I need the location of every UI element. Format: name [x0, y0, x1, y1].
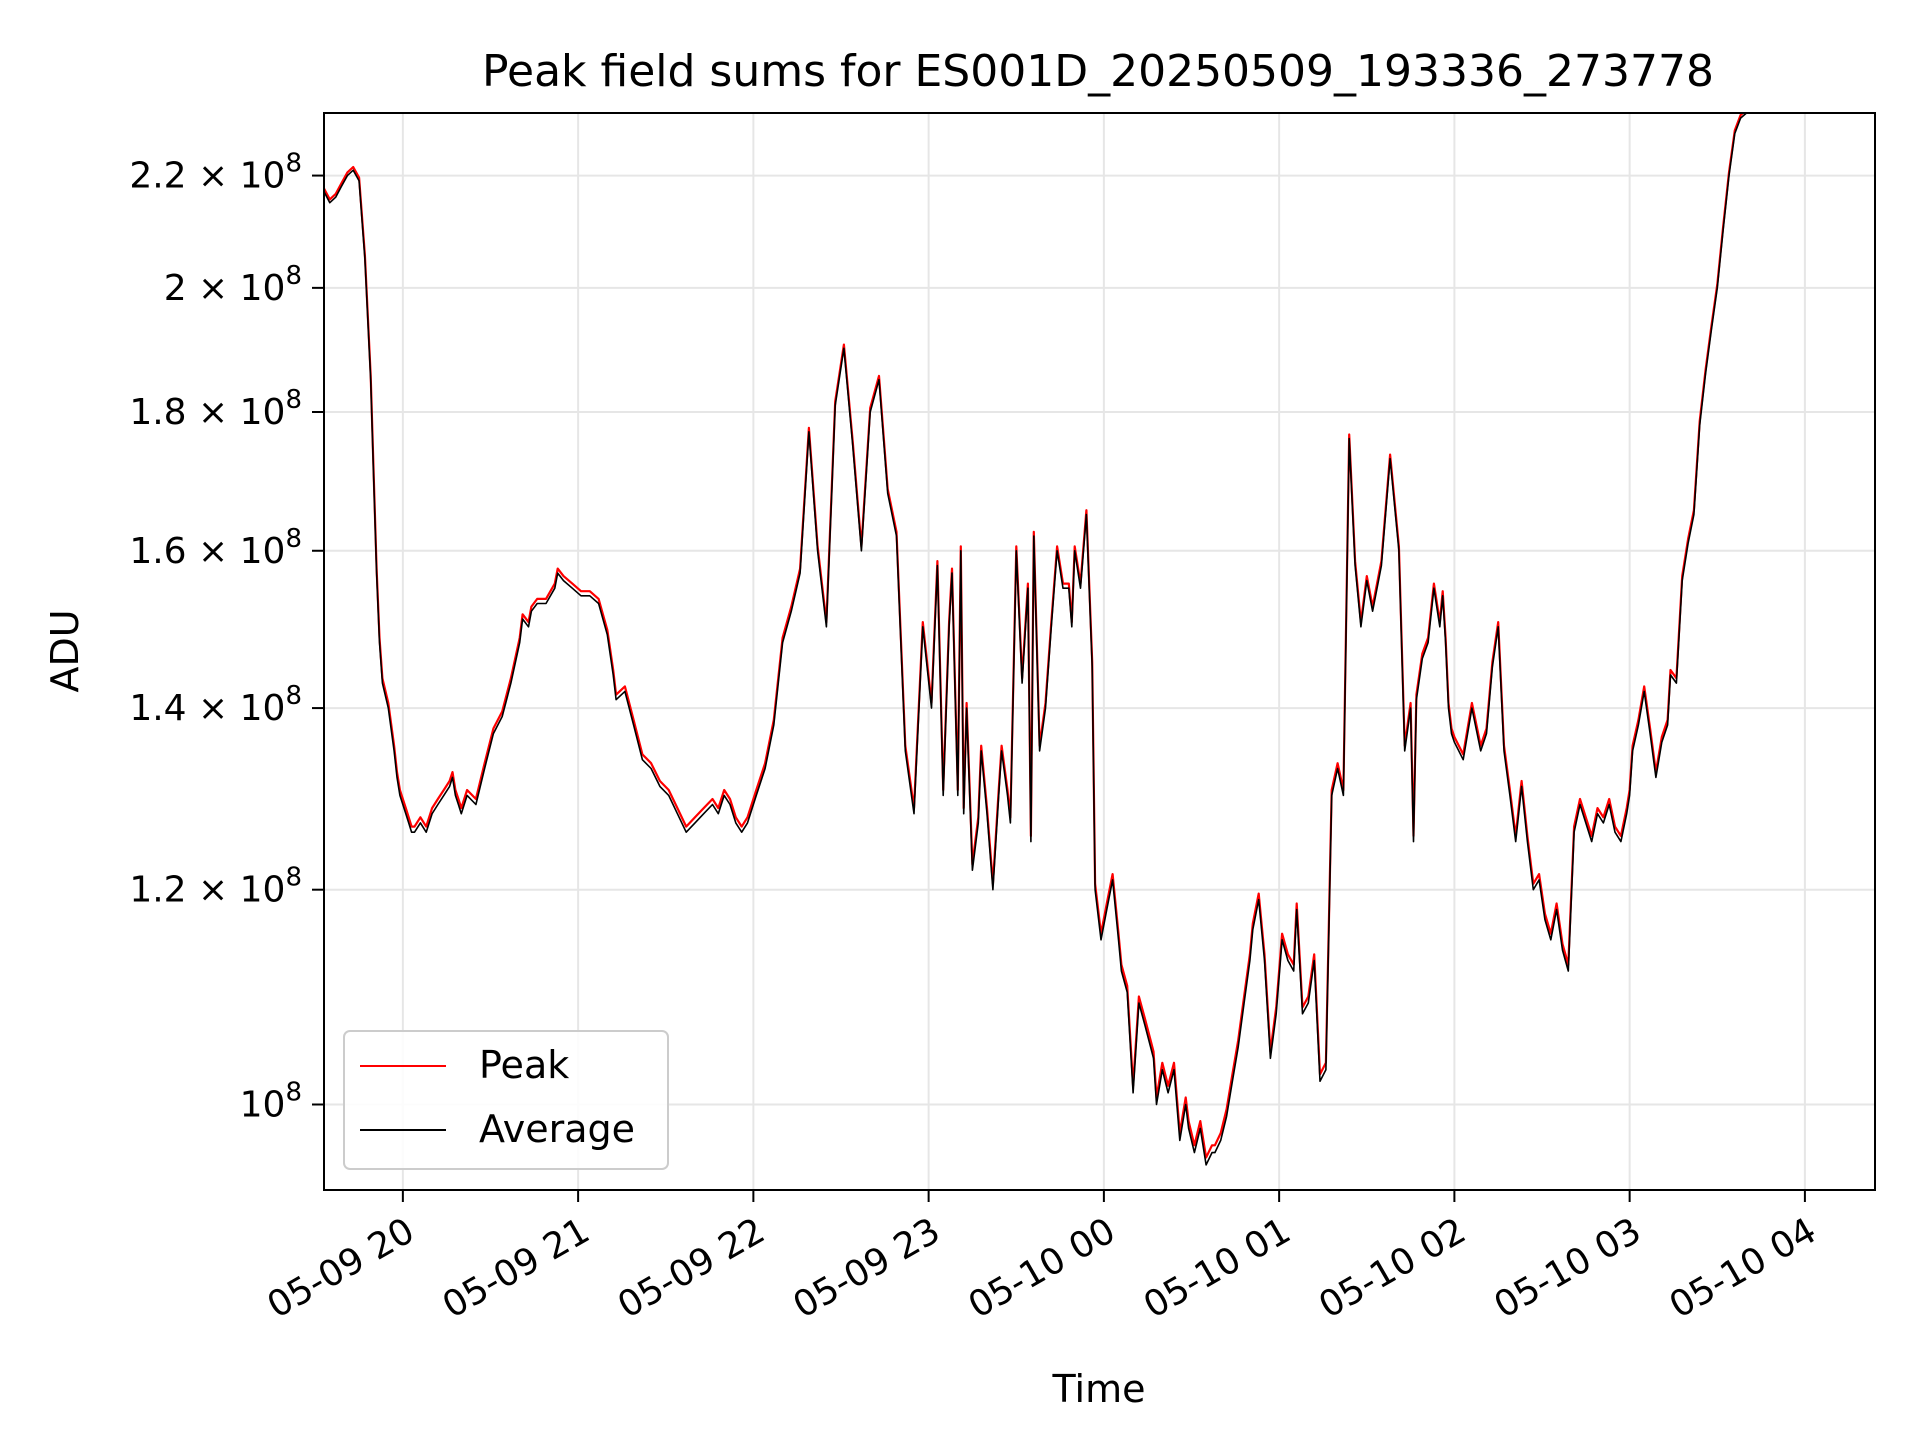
y-tick-label: 1.8 × 108 — [129, 385, 302, 433]
y-tick-label: 2.2 × 108 — [129, 149, 302, 197]
y-tick-label: 1.2 × 108 — [129, 863, 302, 911]
x-gridlines — [401, 113, 1806, 1190]
y-tick-label: 1.6 × 108 — [129, 524, 302, 572]
plot-area-frame — [323, 112, 1876, 1191]
y-axis-label: ADU — [43, 609, 87, 692]
y-tick-label: 108 — [240, 1078, 302, 1126]
series-line-average — [324, 113, 1748, 1166]
y-axis-ticks: 108 1.2 × 108 1.4 × 108 1.6 × 108 1.8 × 108 2… — [129, 149, 324, 1126]
series-lines — [324, 113, 1748, 1166]
legend-label-peak: Peak — [479, 1043, 569, 1087]
y-tick-label: 2 × 108 — [164, 261, 302, 309]
y-gridlines — [324, 174, 1875, 1106]
legend-label-average: Average — [479, 1107, 635, 1151]
x-axis-label: Time — [1052, 1367, 1146, 1411]
y-tick-label: 1.4 × 108 — [129, 681, 302, 729]
legend: Peak Average — [343, 1030, 669, 1170]
chart-title: Peak field sums for ES001D_20250509_1933… — [482, 46, 1714, 97]
